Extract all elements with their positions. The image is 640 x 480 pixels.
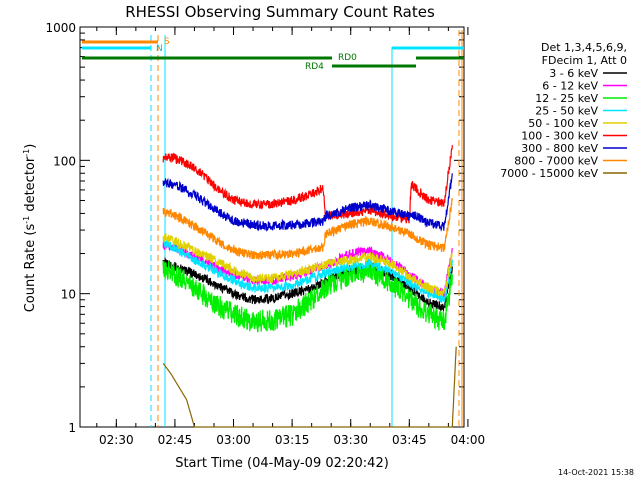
y-tick-label: 100 bbox=[53, 154, 76, 168]
legend: Det 1,3,4,5,6,9, FDecim 1, Att 0 3 - 6 k… bbox=[500, 41, 627, 180]
state-markers: SN RD0 RD4 bbox=[82, 30, 464, 427]
rd4-label: RD4 bbox=[305, 62, 324, 72]
x-tick-label: 03:30 bbox=[333, 433, 368, 447]
legend-entry-label: 3 - 6 keV bbox=[549, 67, 598, 80]
legend-entry-label: 800 - 7000 keV bbox=[514, 155, 598, 168]
x-tick-labels: 02:30 02:45 03:00 03:15 03:30 03:45 04:00 bbox=[99, 433, 485, 447]
legend-entry-label: 7000 - 15000 keV bbox=[500, 167, 598, 180]
series-line-4 bbox=[162, 232, 453, 297]
y-axis-label-sup2: -1 bbox=[22, 149, 31, 157]
series-line-6 bbox=[162, 173, 453, 232]
legend-header-line-1: Det 1,3,4,5,6,9, bbox=[541, 41, 627, 54]
x-tick-label: 03:45 bbox=[392, 433, 427, 447]
chart-title: RHESSI Observing Summary Count Rates bbox=[125, 3, 435, 21]
y-tick-labels: 1 10 100 1000 bbox=[45, 21, 76, 435]
series-line-5 bbox=[162, 145, 453, 224]
y-axis-label-sup: -1 bbox=[22, 216, 31, 224]
x-tick-label: 02:30 bbox=[99, 433, 134, 447]
y-tick-label: 10 bbox=[61, 288, 76, 302]
y-tick-label: 1000 bbox=[45, 21, 76, 35]
y-tick-label: 1 bbox=[68, 421, 76, 435]
rd0-label: RD0 bbox=[338, 53, 357, 63]
y-axis-label: Count Rate (s-1 detector-1) bbox=[22, 144, 38, 313]
x-tick-label: 03:15 bbox=[275, 433, 310, 447]
series-line-8 bbox=[162, 346, 457, 428]
series-line-2 bbox=[162, 259, 453, 333]
saa-label: S bbox=[164, 37, 170, 47]
series-layer bbox=[162, 145, 457, 428]
legend-entry-label: 12 - 25 keV bbox=[535, 92, 598, 105]
series-line-3 bbox=[162, 238, 453, 303]
legend-entry-label: 100 - 300 keV bbox=[521, 130, 598, 143]
x-axis-label: Start Time (04-May-09 02:20:42) bbox=[175, 456, 389, 471]
footer-timestamp: 14-Oct-2021 15:38 bbox=[558, 468, 634, 477]
x-tick-label: 03:00 bbox=[216, 433, 251, 447]
night-label: N bbox=[156, 44, 163, 54]
legend-entry-label: 25 - 50 keV bbox=[535, 105, 598, 118]
legend-entry-label: 50 - 100 keV bbox=[528, 117, 598, 130]
series-line-7 bbox=[162, 198, 453, 261]
x-tick-label: 04:00 bbox=[451, 433, 486, 447]
legend-header-line-2: FDecim 1, Att 0 bbox=[542, 54, 627, 67]
x-tick-label: 02:45 bbox=[158, 433, 193, 447]
legend-entry-label: 300 - 800 keV bbox=[521, 142, 598, 155]
legend-entry-label: 6 - 12 keV bbox=[542, 80, 598, 93]
